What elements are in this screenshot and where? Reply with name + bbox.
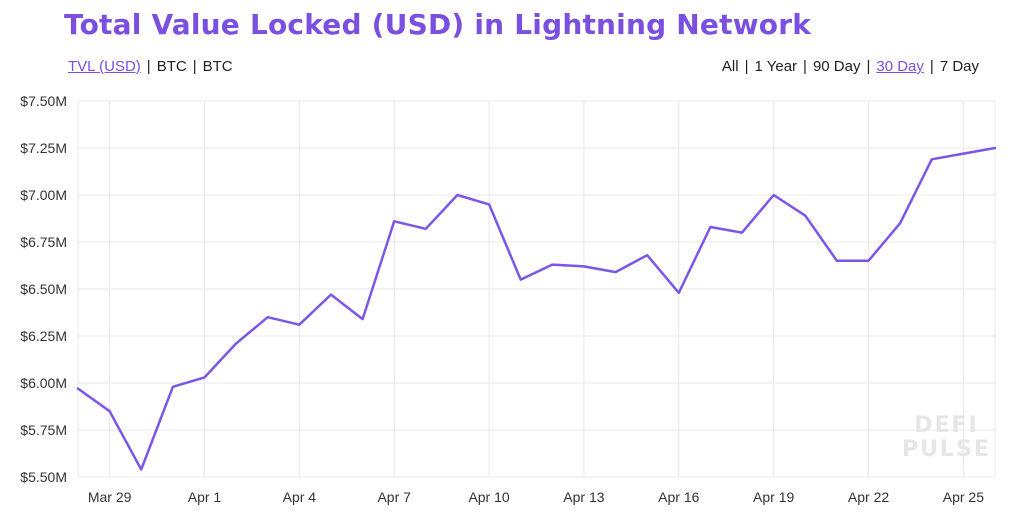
x-axis-labels: Mar 29 Apr 1 Apr 4 Apr 7 Apr 10 Apr 13 Apr 16 A…	[88, 489, 984, 505]
y-tick-label: $7.50M	[20, 93, 67, 109]
data-point[interactable]	[738, 229, 746, 237]
data-point[interactable]	[517, 276, 525, 284]
data-point[interactable]	[580, 262, 588, 270]
y-tick-label: $6.50M	[20, 281, 67, 297]
toggle-tvl-usd[interactable]: TVL (USD)	[68, 58, 141, 75]
data-point[interactable]	[959, 150, 967, 158]
data-point[interactable]	[896, 219, 904, 227]
data-point[interactable]	[264, 313, 272, 321]
data-point[interactable]	[675, 289, 683, 297]
x-tick-label: Apr 10	[468, 489, 509, 505]
x-tick-label: Apr 4	[283, 489, 317, 505]
chart-title: Total Value Locked (USD) in Lightning Ne…	[64, 8, 812, 41]
y-tick-label: $6.25M	[20, 328, 67, 344]
data-point[interactable]	[453, 191, 461, 199]
y-tick-label: $6.00M	[20, 375, 67, 391]
data-point[interactable]	[612, 268, 620, 276]
data-point[interactable]	[295, 321, 303, 329]
x-tick-label: Apr 1	[188, 489, 222, 505]
separator: |	[744, 58, 749, 75]
separator: |	[192, 58, 197, 75]
x-tick-label: Mar 29	[88, 489, 132, 505]
separator: |	[929, 58, 934, 75]
toggle-btc[interactable]: BTC	[156, 58, 187, 75]
data-point[interactable]	[200, 373, 208, 381]
toggle-btc-secondary[interactable]: BTC	[202, 58, 233, 75]
data-point[interactable]	[390, 217, 398, 225]
vertical-gridlines	[77, 101, 996, 477]
data-point[interactable]	[137, 465, 145, 473]
x-tick-label: Apr 16	[658, 489, 699, 505]
data-point[interactable]	[833, 257, 841, 265]
y-tick-label: $6.75M	[20, 234, 67, 250]
series-group	[74, 144, 999, 473]
data-point[interactable]	[706, 223, 714, 231]
y-axis-labels: $7.50M $7.25M $7.00M $6.75M $6.50M $6.25M $6.0…	[20, 93, 67, 485]
tvl-series-line	[76, 146, 997, 471]
data-point[interactable]	[991, 144, 999, 152]
data-point[interactable]	[327, 291, 335, 299]
data-point[interactable]	[485, 200, 493, 208]
separator: |	[866, 58, 871, 75]
x-tick-label: Apr 25	[943, 489, 984, 505]
y-tick-label: $5.75M	[20, 422, 67, 438]
horizontal-gridlines	[78, 100, 995, 478]
separator: |	[146, 58, 151, 75]
separator: |	[803, 58, 807, 75]
data-point[interactable]	[74, 385, 82, 393]
data-point[interactable]	[106, 407, 114, 415]
data-point[interactable]	[643, 251, 651, 259]
y-tick-label: $5.50M	[20, 469, 67, 485]
data-point[interactable]	[928, 155, 936, 163]
range-1-year[interactable]: 1 Year	[754, 58, 798, 75]
defi-pulse-watermark: DEFI PULSE	[902, 414, 991, 462]
y-tick-label: $7.00M	[20, 187, 67, 203]
data-point[interactable]	[770, 191, 778, 199]
range-90-day[interactable]: 90 Day	[812, 58, 861, 75]
data-point[interactable]	[169, 383, 177, 391]
x-tick-label: Apr 7	[377, 489, 411, 505]
x-tick-label: Apr 19	[753, 489, 794, 505]
range-7-day[interactable]: 7 Day	[939, 58, 979, 75]
watermark-line-1: DEFI	[914, 413, 979, 438]
currency-toggle: TVL (USD) | BTC | BTC	[68, 58, 233, 75]
x-tick-label: Apr 22	[848, 489, 889, 505]
data-point[interactable]	[801, 212, 809, 220]
data-point[interactable]	[422, 225, 430, 233]
data-point[interactable]	[232, 340, 240, 348]
data-point[interactable]	[865, 257, 873, 265]
range-30-day[interactable]: 30 Day	[876, 58, 924, 75]
data-point[interactable]	[359, 315, 367, 323]
data-point[interactable]	[548, 261, 556, 269]
range-all[interactable]: All	[721, 58, 739, 75]
x-tick-label: Apr 13	[563, 489, 604, 505]
y-tick-label: $7.25M	[20, 140, 67, 156]
watermark-line-2: PULSE	[902, 437, 991, 462]
range-toggle: All | 1 Year | 90 Day | 30 Day | 7 Day	[722, 58, 979, 75]
